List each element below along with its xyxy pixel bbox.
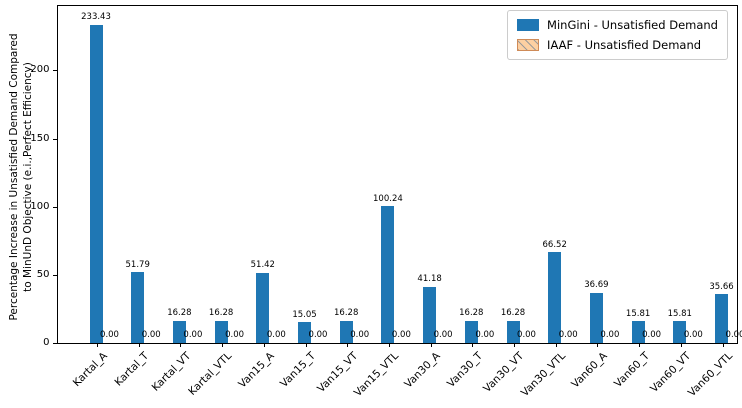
y-tick-mark bbox=[53, 138, 57, 140]
bar-value-mingini-Kartal_VTL: 16.28 bbox=[208, 308, 234, 319]
bar-value-iaaf-Van15_VT: 0.00 bbox=[350, 330, 370, 340]
y-tick-mark bbox=[53, 70, 57, 72]
x-tick-label-text: Van60_A bbox=[569, 350, 610, 391]
bar-mingini-Kartal_VTL bbox=[214, 320, 228, 343]
x-tick-mark bbox=[222, 343, 224, 347]
bar-value-iaaf-Van30_A: 0.00 bbox=[433, 330, 453, 340]
bar-value-iaaf-Van15_A: 0.00 bbox=[266, 330, 286, 340]
x-tick-mark bbox=[430, 343, 432, 347]
bar-value-mingini-Van15_VT: 16.28 bbox=[334, 308, 359, 319]
bar-value-mingini-Van30_VT: 16.28 bbox=[500, 308, 526, 319]
x-tick-label-text: Kartal_A bbox=[70, 350, 110, 390]
x-tick-label-text: Van15_T bbox=[278, 350, 318, 390]
bar-mingini-Kartal_T bbox=[131, 272, 145, 343]
x-tick-label-text: Kartal_VTL bbox=[186, 350, 235, 398]
bar-value-iaaf-Kartal_VT: 0.00 bbox=[183, 330, 203, 340]
bar-value-iaaf-Van15_VTL: 0.00 bbox=[391, 330, 411, 340]
legend-item-mingini: MinGini - Unsatisfied Demand bbox=[517, 18, 718, 32]
x-tick-mark bbox=[347, 343, 349, 347]
bar-value-mingini-Kartal_VT: 16.28 bbox=[167, 308, 192, 319]
bar-value-mingini-Kartal_A: 233.43 bbox=[81, 12, 111, 23]
bar-mingini-Van30_VTL bbox=[548, 252, 562, 343]
bar-value-mingini-Van60_VTL: 35.66 bbox=[709, 281, 734, 292]
x-tick-mark bbox=[722, 343, 724, 347]
y-tick-label: 200 bbox=[30, 64, 50, 76]
x-tick-label-text: Van30_A bbox=[402, 350, 444, 391]
bar-value-mingini-Van15_T: 15.05 bbox=[292, 309, 317, 320]
x-tick-mark bbox=[180, 343, 182, 347]
mingini-swatch-icon bbox=[517, 19, 540, 31]
bar-value-iaaf-Van30_VTL: 0.00 bbox=[558, 330, 578, 340]
x-tick-mark bbox=[680, 343, 682, 347]
bar-value-iaaf-Kartal_VTL: 0.00 bbox=[225, 330, 245, 340]
x-tick-mark bbox=[388, 343, 390, 347]
iaaf-swatch-icon bbox=[517, 39, 540, 51]
x-tick-mark bbox=[138, 343, 140, 347]
bar-value-iaaf-Van30_VT: 0.00 bbox=[517, 330, 536, 340]
y-axis-label-line2: to MinUnD Objective (e.i.,Perfect Effici… bbox=[21, 62, 34, 292]
bar-mingini-Van30_VT bbox=[506, 320, 520, 343]
y-tick-label: 150 bbox=[30, 132, 50, 144]
bar-value-mingini-Van30_A: 41.18 bbox=[417, 274, 442, 285]
y-tick-mark bbox=[53, 343, 57, 344]
x-tick-label-text: Kartal_VT bbox=[149, 350, 193, 394]
bar-value-iaaf-Van30_T: 0.00 bbox=[475, 330, 495, 340]
plot-area bbox=[57, 5, 738, 344]
y-tick-label: 0 bbox=[43, 337, 50, 348]
x-tick-mark bbox=[597, 343, 599, 347]
bar-mingini-Van60_VT bbox=[673, 321, 687, 343]
bar-value-mingini-Van60_A: 36.69 bbox=[584, 280, 609, 291]
bar-mingini-Van60_A bbox=[589, 292, 603, 343]
bar-value-mingini-Van60_VT: 15.81 bbox=[667, 308, 692, 319]
bar-mingini-Van15_VTL bbox=[381, 206, 395, 343]
x-tick-label-text: Van30_T bbox=[444, 350, 485, 390]
bar-mingini-Kartal_VT bbox=[172, 320, 186, 343]
x-tick-mark bbox=[263, 343, 265, 347]
bar-mingini-Van15_A bbox=[256, 272, 270, 343]
legend-label-mingini: MinGini - Unsatisfied Demand bbox=[547, 18, 718, 32]
bar-mingini-Van15_T bbox=[298, 322, 311, 343]
bar-mingini-Van30_A bbox=[423, 286, 437, 343]
legend: MinGini - Unsatisfied Demand IAAF - Unsa… bbox=[507, 10, 728, 60]
bar-value-mingini-Kartal_T: 51.79 bbox=[125, 259, 150, 270]
y-tick-mark bbox=[53, 206, 57, 208]
legend-item-iaaf: IAAF - Unsatisfied Demand bbox=[517, 38, 718, 52]
x-tick-mark bbox=[472, 343, 474, 347]
bar-value-iaaf-Van60_A: 0.00 bbox=[600, 330, 620, 340]
x-tick-mark bbox=[97, 343, 98, 347]
x-tick-mark bbox=[555, 343, 557, 347]
x-tick-mark bbox=[305, 343, 307, 347]
legend-label-iaaf: IAAF - Unsatisfied Demand bbox=[547, 38, 702, 52]
bar-value-mingini-Van30_VTL: 66.52 bbox=[542, 239, 567, 250]
bar-value-iaaf-Van60_VT: 0.00 bbox=[683, 330, 703, 340]
bar-value-iaaf-Van15_T: 0.00 bbox=[308, 330, 328, 340]
bar-value-mingini-Van60_T: 15.81 bbox=[625, 308, 651, 319]
y-tick-label: 100 bbox=[30, 200, 50, 212]
x-tick-label-text: Van60_T bbox=[611, 350, 652, 390]
bar-value-iaaf-Van60_T: 0.00 bbox=[642, 330, 662, 340]
bar-value-iaaf-Van60_VTL: 0.00 bbox=[725, 330, 742, 340]
bar-value-iaaf-Kartal_A: 0.00 bbox=[100, 330, 119, 340]
y-tick-mark bbox=[53, 274, 57, 276]
bar-value-mingini-Van15_A: 51.42 bbox=[250, 260, 275, 271]
x-tick-label-text: Kartal_T bbox=[112, 350, 152, 389]
bar-mingini-Van60_VTL bbox=[715, 294, 728, 343]
bar-mingini-Kartal_A bbox=[89, 24, 103, 343]
x-tick-label-text: Van15_A bbox=[235, 350, 277, 391]
bar-value-mingini-Van30_T: 16.28 bbox=[459, 308, 484, 319]
x-tick-mark bbox=[639, 343, 641, 347]
bar-mingini-Van15_VT bbox=[339, 320, 353, 343]
bar-value-mingini-Van15_VTL: 100.24 bbox=[373, 193, 403, 204]
bar-value-iaaf-Kartal_T: 0.00 bbox=[141, 330, 161, 340]
y-tick-label: 50 bbox=[36, 268, 50, 280]
bar-mingini-Van60_T bbox=[631, 321, 645, 343]
bar-mingini-Van30_T bbox=[464, 320, 478, 343]
x-tick-mark bbox=[514, 343, 515, 347]
